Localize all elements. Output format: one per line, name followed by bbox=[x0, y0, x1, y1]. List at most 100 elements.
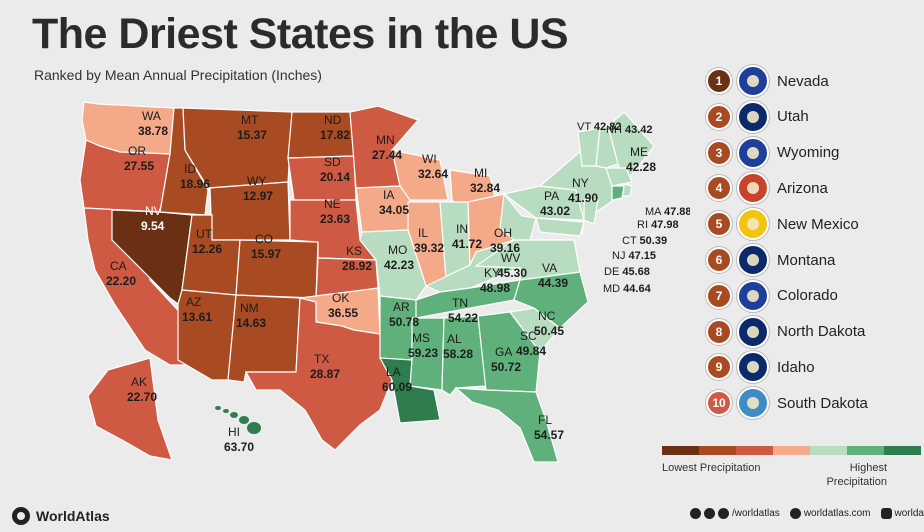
ranking-item: 9 Idaho bbox=[706, 351, 815, 384]
state-label-md: MD 44.64 bbox=[603, 283, 652, 295]
state-abbr: IL bbox=[418, 226, 428, 240]
state-abbr: OH bbox=[494, 226, 512, 240]
rank-number: 4 bbox=[706, 175, 732, 202]
state-abbr: PA bbox=[544, 189, 559, 203]
flag-emblem bbox=[747, 218, 759, 231]
state-abbr: MN bbox=[376, 133, 395, 147]
rank-number: 3 bbox=[706, 139, 732, 166]
state-abbr: DE bbox=[604, 266, 622, 278]
state-abbr: NM bbox=[240, 301, 259, 315]
state-value: 42.23 bbox=[384, 258, 414, 272]
state-label-inline: CT 50.39 bbox=[622, 235, 667, 247]
state-abbr: NV bbox=[145, 204, 162, 218]
state-value: 49.84 bbox=[516, 344, 546, 358]
tiktok-icon[interactable] bbox=[718, 508, 729, 519]
state-label-ma: MA 47.88 bbox=[645, 206, 690, 218]
instagram-handle[interactable]: worldatlasig bbox=[894, 508, 924, 519]
state-value: 9.54 bbox=[141, 219, 165, 233]
rank-state-name: Utah bbox=[777, 108, 809, 126]
state-abbr: WV bbox=[501, 251, 520, 265]
state-value: 39.32 bbox=[414, 241, 444, 255]
state-abbr: ND bbox=[324, 113, 342, 127]
social-handle[interactable]: /worldatlas bbox=[732, 508, 780, 519]
state-abbr: MA bbox=[645, 206, 664, 218]
state-abbr: WA bbox=[142, 109, 161, 123]
state-value: 32.64 bbox=[418, 167, 448, 181]
state-abbr: IN bbox=[456, 222, 468, 236]
ranking-item: 1 Nevada bbox=[706, 65, 829, 97]
youtube-icon[interactable] bbox=[690, 508, 701, 519]
ranking-item: 2 Utah bbox=[706, 100, 809, 133]
hawaii-island-5 bbox=[247, 422, 261, 434]
state-value: 43.02 bbox=[540, 204, 570, 218]
state-value: 54.22 bbox=[448, 311, 478, 325]
instagram-icon[interactable] bbox=[880, 508, 892, 519]
wyoming-flag-icon bbox=[737, 136, 769, 169]
state-abbr: LA bbox=[386, 365, 401, 379]
state-ms bbox=[409, 317, 445, 391]
state-abbr: CT bbox=[622, 235, 640, 247]
state-label-inline: NJ 47.15 bbox=[612, 250, 656, 262]
state-md bbox=[535, 217, 585, 237]
ranking-item: 8 North Dakota bbox=[706, 315, 865, 348]
state-label-nj: NJ 47.15 bbox=[612, 250, 656, 262]
state-value: 60.09 bbox=[382, 380, 412, 394]
state-abbr: MS bbox=[412, 331, 430, 345]
state-value: 13.61 bbox=[182, 310, 212, 324]
montana-flag-icon bbox=[737, 244, 769, 276]
state-value: 12.26 bbox=[192, 242, 222, 256]
state-label-ct: CT 50.39 bbox=[622, 235, 667, 247]
flag-emblem bbox=[747, 397, 759, 410]
rank-number: 10 bbox=[706, 390, 732, 417]
state-value: 50.78 bbox=[389, 315, 419, 329]
rank-state-name: New Mexico bbox=[777, 215, 859, 233]
state-abbr: NJ bbox=[612, 250, 629, 262]
state-abbr: GA bbox=[495, 345, 512, 359]
state-abbr: MD bbox=[603, 283, 623, 295]
legend-swatch-1 bbox=[662, 446, 699, 455]
state-value: 47.88 bbox=[664, 206, 690, 218]
rank-number: 9 bbox=[706, 354, 732, 381]
state-label-nv: NV9.54 bbox=[141, 204, 165, 233]
flag-emblem bbox=[747, 254, 759, 266]
state-value: 23.63 bbox=[320, 212, 350, 226]
state-value: 63.70 bbox=[224, 440, 254, 454]
rank-state-name: Nevada bbox=[777, 72, 829, 90]
state-abbr: AZ bbox=[186, 295, 201, 309]
state-abbr: VT bbox=[577, 121, 594, 133]
state-abbr: CO bbox=[255, 232, 273, 246]
state-ak bbox=[87, 357, 173, 461]
state-abbr: SD bbox=[324, 155, 341, 169]
facebook-icon[interactable] bbox=[704, 508, 715, 519]
state-abbr: MO bbox=[388, 243, 407, 257]
state-value: 20.14 bbox=[320, 170, 350, 184]
hawaii-island-1 bbox=[215, 406, 221, 410]
state-value: 41.90 bbox=[568, 191, 598, 205]
state-value: 17.82 bbox=[320, 128, 350, 142]
website-icon[interactable] bbox=[789, 508, 801, 519]
website-link[interactable]: worldatlas.com bbox=[803, 508, 871, 519]
state-abbr: ME bbox=[630, 145, 648, 159]
state-value: 47.15 bbox=[629, 250, 657, 262]
state-nh bbox=[595, 125, 619, 169]
